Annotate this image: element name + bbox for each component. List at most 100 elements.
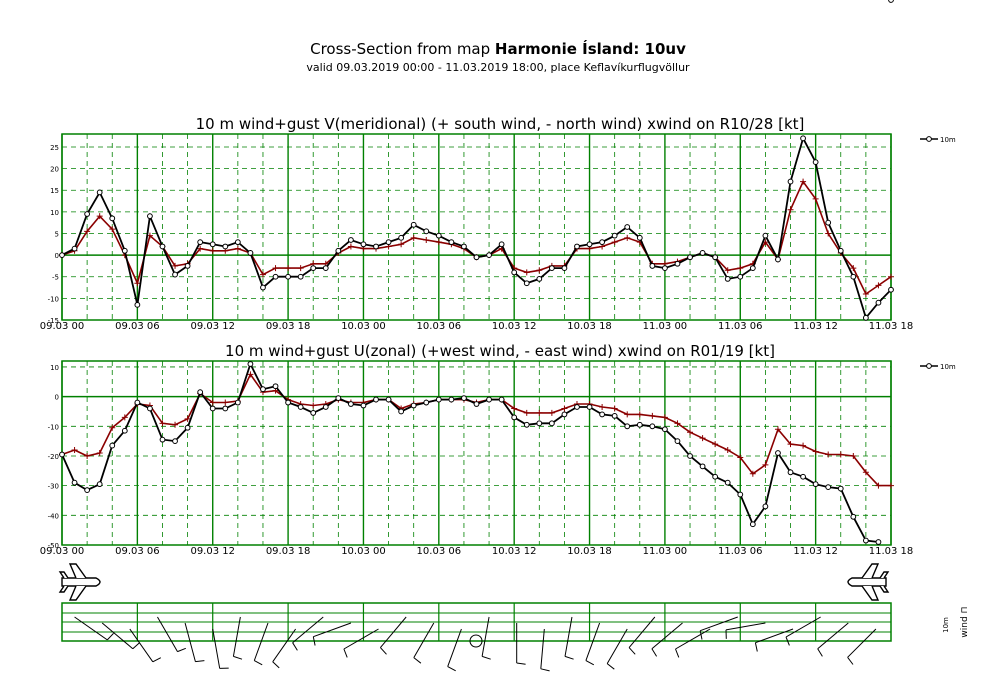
gust-point <box>561 405 568 412</box>
point-10m <box>662 265 668 271</box>
airplane-icon-right <box>847 563 890 601</box>
gust-point <box>71 447 78 454</box>
y-tick-label: -50 <box>48 542 59 550</box>
point-10m <box>272 273 279 280</box>
gust-point <box>159 420 166 427</box>
wind-barb <box>292 616 324 651</box>
point-10m <box>787 469 794 476</box>
y-tick-label: 25 <box>50 144 59 152</box>
point-10m <box>473 254 480 261</box>
gust-point <box>636 411 643 418</box>
gust-point <box>109 424 116 431</box>
x-tick-label: 11.03 00 <box>643 546 688 557</box>
point-10m <box>498 241 505 248</box>
point-10m <box>297 273 304 280</box>
gust-point <box>687 429 694 436</box>
point-10m <box>511 414 518 421</box>
gust-point <box>536 409 543 416</box>
point-10m <box>636 421 643 428</box>
point-10m <box>574 404 580 410</box>
wind-barb <box>847 628 877 665</box>
point-10m <box>347 237 354 243</box>
point-10m <box>197 239 204 246</box>
wind-barb <box>785 616 821 646</box>
point-10m <box>800 135 806 142</box>
gust-point <box>109 226 116 233</box>
point-10m <box>385 396 392 403</box>
point-10m <box>448 396 455 403</box>
plot-frame <box>61 133 892 321</box>
gust-point <box>812 448 819 455</box>
point-10m <box>134 399 141 406</box>
point-10m <box>71 479 78 486</box>
point-10m <box>687 453 693 459</box>
point-10m <box>71 245 78 252</box>
gust-point <box>762 461 769 468</box>
gust-point <box>850 265 857 272</box>
gust-point <box>297 265 304 272</box>
point-10m <box>611 413 618 419</box>
point-10m <box>862 314 869 321</box>
gust-point <box>285 265 292 272</box>
x-tick-label: 10.03 00 <box>341 321 386 332</box>
wind-barb <box>725 622 766 639</box>
point-10m <box>398 234 405 241</box>
wind-barb <box>516 622 526 665</box>
point-10m <box>121 427 128 434</box>
point-10m <box>147 213 153 220</box>
point-10m <box>486 396 492 403</box>
x-tick-label: 09.03 06 <box>115 321 160 332</box>
point-10m <box>611 232 618 239</box>
gust-point <box>825 230 832 237</box>
wind-barb <box>447 628 462 672</box>
point-10m <box>523 280 530 287</box>
point-10m <box>209 405 216 412</box>
point-10m <box>536 276 543 282</box>
gust-point <box>888 273 894 280</box>
point-10m <box>398 408 405 415</box>
gust-point <box>624 411 631 418</box>
point-10m <box>172 438 178 445</box>
point-10m <box>335 247 342 254</box>
wind-barb <box>564 616 574 660</box>
point-10m <box>448 239 455 246</box>
gust-point <box>121 414 128 421</box>
point-10m <box>335 395 342 401</box>
gust-point <box>800 178 807 185</box>
gust-point <box>674 420 681 427</box>
point-10m <box>234 239 241 246</box>
gust-point <box>787 441 794 448</box>
wind-barb <box>628 616 656 655</box>
gust-point <box>134 280 141 287</box>
x-tick-label: 11.03 18 <box>869 321 914 332</box>
point-10m <box>850 273 857 280</box>
point-10m <box>360 402 367 409</box>
point-10m <box>674 438 681 445</box>
gust-point <box>435 239 442 246</box>
point-10m <box>649 263 656 269</box>
gust-point <box>875 282 882 289</box>
x-tick-label: 10.03 00 <box>341 546 386 557</box>
point-10m <box>888 286 894 293</box>
wind-barb <box>380 616 407 655</box>
x-tick-label: 10.03 06 <box>417 321 462 332</box>
point-10m <box>787 178 794 185</box>
x-tick-label: 09.03 12 <box>190 321 235 332</box>
point-10m <box>410 221 417 228</box>
wind-barb <box>184 622 205 663</box>
wind-barb <box>675 628 711 658</box>
gust-point <box>611 239 618 246</box>
point-10m <box>96 189 103 196</box>
wind-barb <box>413 622 435 664</box>
wind-barb <box>481 616 491 660</box>
gust-point <box>523 409 530 416</box>
point-10m <box>222 243 229 250</box>
point-10m <box>209 241 216 248</box>
point-10m <box>662 426 668 433</box>
gust-point <box>825 451 832 458</box>
gust-point <box>699 435 706 442</box>
point-10m <box>724 276 731 282</box>
point-10m <box>310 410 317 416</box>
